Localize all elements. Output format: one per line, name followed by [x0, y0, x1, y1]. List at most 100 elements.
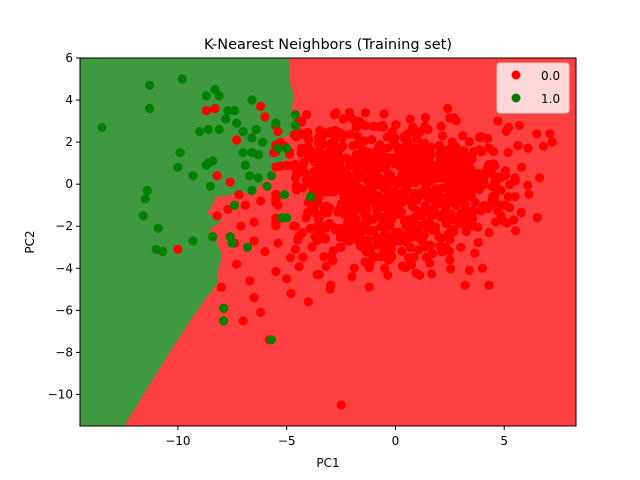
data-point-class-1: [214, 91, 224, 101]
data-point-class-0: [493, 116, 503, 126]
data-point-class-0: [375, 196, 385, 206]
data-point-class-0: [361, 200, 371, 210]
data-point-class-0: [260, 112, 270, 122]
data-point-class-1: [227, 238, 237, 248]
data-point-class-0: [444, 197, 454, 208]
data-point-class-0: [364, 282, 374, 292]
data-point-class-0: [437, 172, 447, 182]
data-point-class-0: [325, 127, 335, 137]
data-point-class-0: [517, 162, 527, 172]
data-point-class-0: [411, 268, 421, 278]
data-point-class-0: [173, 244, 183, 254]
data-point-class-0: [350, 191, 361, 201]
data-point-class-0: [310, 232, 320, 242]
data-point-class-1: [177, 74, 187, 84]
data-point-class-0: [538, 141, 549, 151]
data-point-class-1: [229, 106, 240, 116]
data-point-class-0: [420, 112, 430, 123]
data-point-class-0: [547, 137, 557, 147]
data-point-class-0: [329, 110, 340, 120]
data-point-class-0: [488, 191, 498, 202]
data-point-class-0: [290, 244, 300, 254]
data-point-class-0: [438, 131, 448, 141]
data-point-class-0: [232, 259, 242, 269]
data-point-class-0: [212, 171, 222, 181]
data-point-class-0: [394, 190, 404, 200]
data-point-class-0: [510, 192, 520, 202]
y-tick-label: −8: [55, 345, 73, 359]
data-point-class-0: [249, 217, 259, 227]
data-point-class-1: [245, 171, 255, 181]
data-point-class-0: [334, 225, 344, 235]
data-point-class-0: [532, 129, 542, 139]
data-point-class-0: [344, 183, 354, 193]
data-point-class-0: [238, 316, 248, 326]
data-point-class-0: [516, 207, 526, 218]
data-point-class-1: [279, 190, 290, 200]
data-point-class-0: [212, 211, 222, 221]
data-point-class-0: [403, 155, 413, 165]
data-point-class-0: [395, 236, 405, 246]
y-tick-label: −10: [48, 387, 73, 401]
data-point-class-0: [297, 183, 308, 193]
data-point-class-0: [470, 248, 480, 258]
data-point-class-0: [376, 251, 386, 262]
data-point-class-0: [423, 124, 433, 135]
data-point-class-0: [497, 200, 507, 210]
data-point-class-0: [498, 216, 508, 226]
data-point-class-0: [386, 215, 396, 225]
data-point-class-1: [290, 120, 300, 130]
data-point-class-0: [470, 170, 480, 180]
data-point-class-0: [372, 209, 382, 219]
data-point-class-0: [405, 242, 415, 253]
data-point-class-0: [306, 146, 316, 156]
data-point-class-0: [410, 178, 420, 188]
data-point-class-0: [321, 184, 332, 194]
data-point-class-0: [380, 263, 390, 273]
data-point-class-0: [245, 276, 255, 286]
data-point-class-0: [305, 223, 315, 233]
data-point-class-0: [273, 200, 283, 210]
data-point-class-1: [258, 137, 268, 147]
data-point-class-0: [490, 217, 501, 227]
data-point-class-0: [290, 173, 300, 183]
data-point-class-0: [293, 235, 303, 245]
data-point-class-1: [138, 211, 148, 221]
data-point-class-0: [375, 236, 385, 246]
data-point-class-0: [369, 225, 379, 235]
data-point-class-0: [370, 160, 380, 171]
data-point-class-0: [343, 217, 353, 227]
data-point-class-1: [238, 127, 248, 137]
y-axis: 6 4 2 0 −2 −4 −6 −8 −10: [48, 51, 80, 401]
data-point-class-1: [247, 95, 257, 105]
data-point-class-0: [271, 221, 281, 231]
data-point-class-1: [306, 192, 316, 202]
data-point-class-0: [388, 135, 398, 145]
data-point-class-0: [349, 234, 359, 244]
legend: 0.0 1.0: [496, 62, 570, 114]
data-point-class-0: [523, 180, 533, 190]
y-tick-label: 2: [65, 135, 73, 149]
data-point-class-0: [456, 215, 466, 225]
data-point-class-1: [242, 242, 253, 252]
data-point-class-0: [291, 132, 301, 142]
data-point-class-0: [448, 144, 459, 155]
data-point-class-0: [369, 170, 379, 180]
data-point-class-0: [460, 280, 470, 290]
data-point-class-0: [201, 106, 211, 116]
data-point-class-0: [436, 183, 446, 193]
data-point-class-1: [253, 150, 263, 160]
data-point-class-0: [418, 151, 428, 161]
legend-label-class-1: 1.0: [541, 92, 560, 106]
data-point-class-0: [314, 177, 324, 187]
chart-title: K-Nearest Neighbors (Training set): [204, 37, 452, 53]
data-point-class-0: [446, 264, 456, 274]
data-point-class-0: [514, 120, 525, 130]
data-point-class-0: [223, 204, 233, 214]
data-point-class-0: [427, 269, 437, 279]
x-tick-label: −10: [165, 434, 190, 448]
data-point-class-0: [367, 135, 377, 145]
plot-area: [80, 58, 576, 426]
data-point-class-0: [475, 132, 485, 142]
data-point-class-0: [484, 280, 494, 290]
